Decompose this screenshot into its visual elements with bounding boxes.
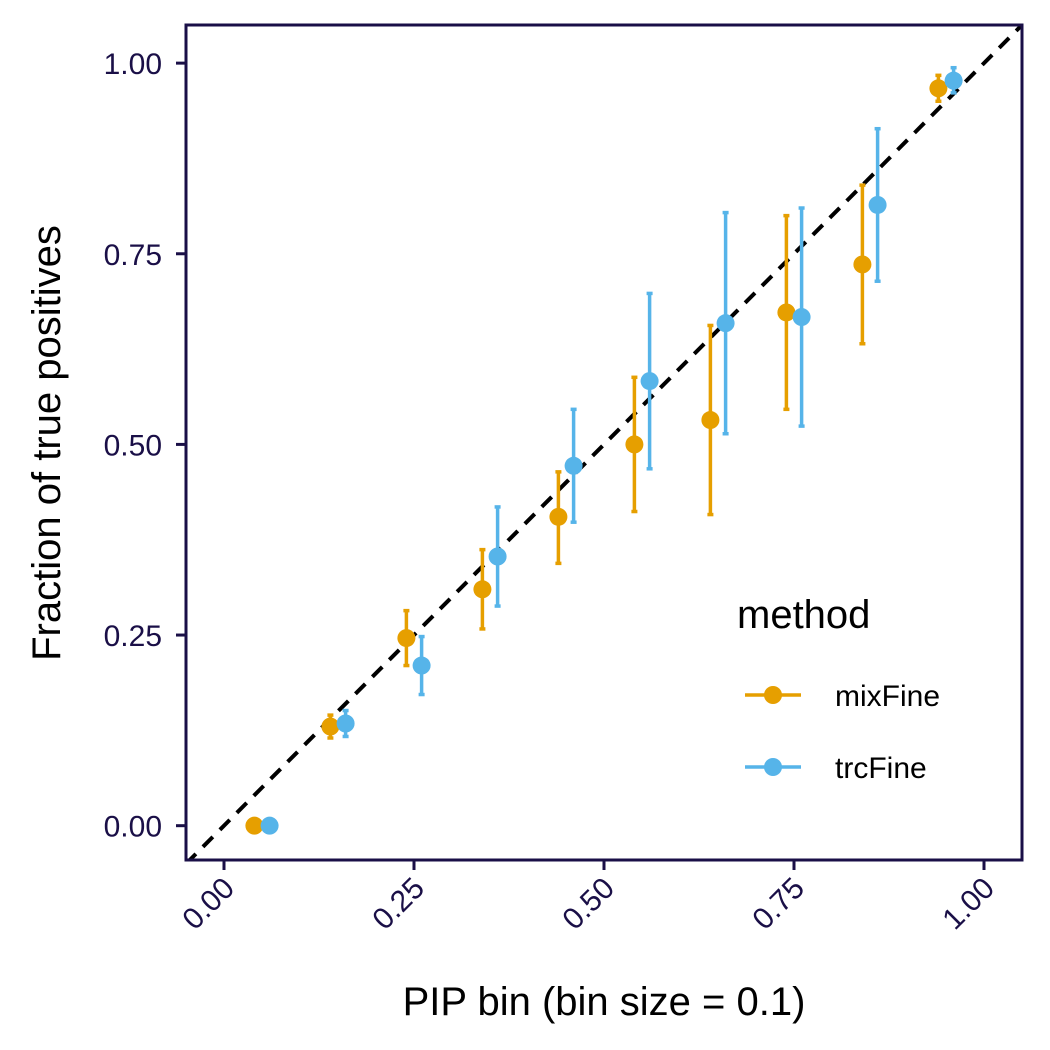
legend-title: method — [737, 593, 870, 637]
legend-key-point — [764, 686, 782, 704]
y-tick-label: 1.00 — [104, 48, 162, 81]
legend: method mixFine trcFine — [737, 593, 940, 785]
data-point — [792, 308, 811, 327]
data-point — [944, 71, 963, 90]
data-point — [716, 314, 735, 333]
data-point — [473, 580, 492, 599]
reference-diagonal-line — [186, 25, 1022, 860]
legend-label: trcFine — [835, 752, 927, 785]
data-point — [625, 435, 644, 454]
x-tick-label: 0.75 — [746, 872, 811, 937]
x-tick-label: 1.00 — [936, 872, 1001, 937]
panel-border — [184, 23, 1024, 862]
legend-item-mixFine: mixFine — [745, 680, 940, 713]
legend-item-trcFine: trcFine — [745, 752, 927, 785]
x-axis: 0.00 0.25 0.50 0.75 1.00 — [176, 860, 1001, 936]
x-axis-title: PIP bin (bin size = 0.1) — [403, 980, 806, 1024]
data-point — [397, 629, 416, 648]
series-trcFine — [260, 65, 963, 835]
y-axis-title: Fraction of true positives — [25, 225, 69, 661]
y-tick-label: 0.50 — [104, 429, 162, 462]
data-point — [321, 717, 340, 736]
legend-label: mixFine — [835, 680, 940, 713]
y-tick-label: 0.75 — [104, 239, 162, 272]
legend-key-point — [764, 758, 782, 776]
y-axis: 0.00 0.25 0.50 0.75 1.00 — [104, 48, 186, 844]
data-point — [929, 79, 948, 98]
data-point — [701, 411, 720, 430]
data-point — [412, 656, 431, 675]
data-point — [640, 372, 659, 391]
x-tick-label: 0.25 — [366, 872, 431, 937]
data-point — [488, 547, 507, 566]
data-point — [868, 195, 887, 214]
data-point — [336, 714, 355, 733]
data-point — [260, 816, 279, 835]
data-point — [564, 456, 583, 475]
data-point — [777, 303, 796, 322]
x-tick-label: 0.00 — [176, 872, 241, 937]
y-tick-label: 0.00 — [104, 811, 162, 844]
data-point — [549, 507, 568, 526]
data-point — [853, 255, 872, 274]
x-tick-label: 0.50 — [556, 872, 621, 937]
data-point — [245, 816, 264, 835]
plot-area — [186, 25, 1022, 860]
series-mixFine — [245, 73, 948, 835]
y-tick-label: 0.25 — [104, 620, 162, 653]
